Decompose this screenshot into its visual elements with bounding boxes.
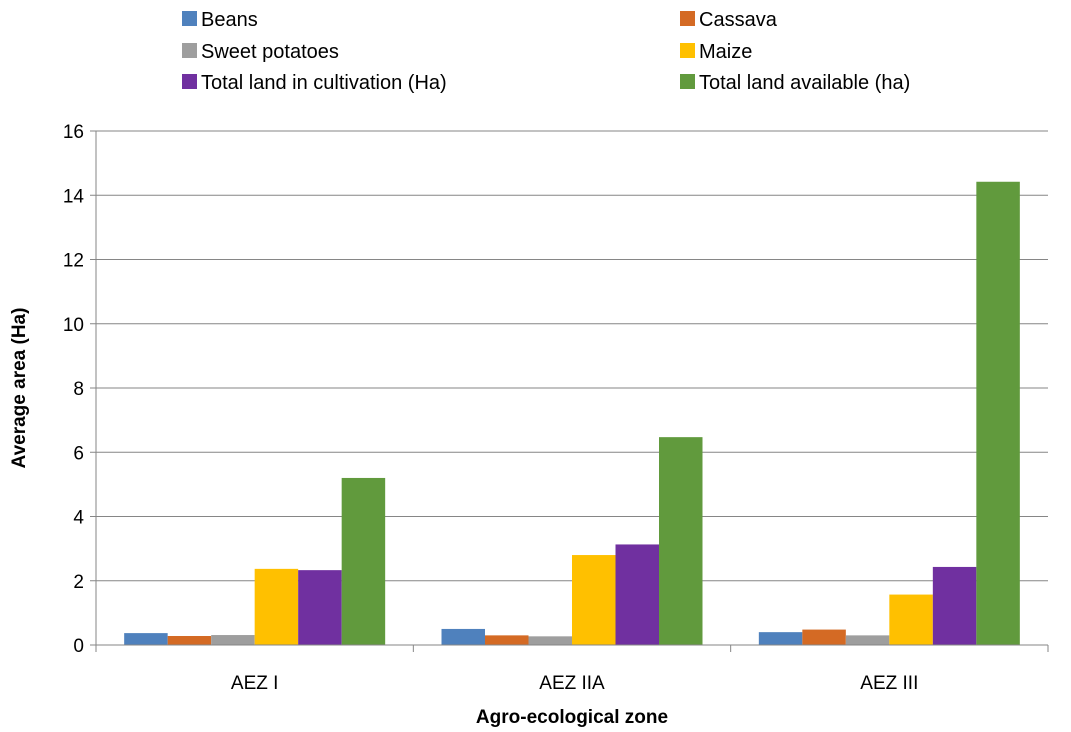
bar [976,181,1020,645]
bar [889,594,933,645]
bar [845,635,890,645]
x-tick-label: AEZ I [231,673,279,694]
legend-label: Cassava [699,9,778,31]
bar [211,635,255,645]
legend-swatch [182,74,197,89]
bar [167,636,212,645]
axes [90,130,1049,652]
gridlines [96,130,1048,582]
bar [572,555,616,645]
bar [341,477,386,645]
bar [528,636,572,645]
x-tick-label: AEZ III [860,673,918,694]
legend-swatch [680,11,695,26]
y-tick-label: 4 [73,508,84,529]
y-tick-label: 8 [73,379,84,400]
bar [254,568,299,645]
bar [298,570,342,645]
y-tick-label: 6 [73,443,84,464]
y-axis-title: Average area (Ha) [9,308,30,469]
legend-label: Total land in cultivation (Ha) [201,72,447,94]
legend: Beans Cassava Sweet potatoes Maize Total lan… [182,9,910,94]
y-tick-label: 2 [73,572,84,593]
y-tick-labels: 0 2 4 6 8 10 12 14 16 [63,122,85,657]
bar [615,544,659,645]
bars [124,181,1020,645]
x-tick-label: AEZ IIA [539,673,605,694]
legend-label: Beans [201,9,258,31]
legend-swatch [680,74,695,89]
y-tick-label: 10 [63,315,84,336]
legend-label: Sweet potatoes [201,41,339,63]
bar [932,566,977,645]
bar [485,635,529,645]
legend-swatch [182,11,197,26]
x-tick-labels: AEZ I AEZ IIA AEZ III [231,673,918,694]
y-tick-label: 14 [63,186,85,207]
bar [659,437,703,645]
y-tick-label: 16 [63,122,84,143]
legend-label: Total land available (ha) [699,72,910,94]
y-tick-label: 0 [73,636,84,657]
legend-swatch [182,43,197,58]
bar [802,629,846,645]
legend-label: Maize [699,41,752,63]
legend-swatch [680,43,695,58]
bar [758,632,803,645]
bar [441,628,485,645]
bar [124,633,168,645]
x-axis-title: Agro-ecological zone [476,707,668,728]
y-tick-label: 12 [63,251,84,272]
